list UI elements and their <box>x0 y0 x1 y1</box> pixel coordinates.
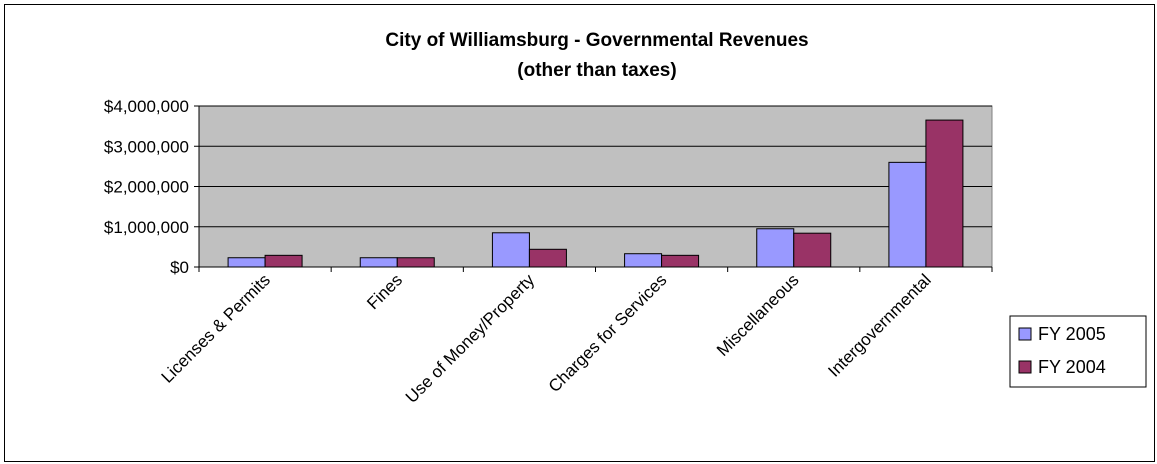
legend-box <box>1009 315 1147 388</box>
y-tick-label: $0 <box>170 258 189 277</box>
x-category-label: Licenses & Permits <box>158 270 274 386</box>
legend-label: FY 2005 <box>1038 324 1106 344</box>
chart-title-line-1: City of Williamsburg - Governmental Reve… <box>385 30 808 51</box>
y-tick-label: $2,000,000 <box>104 178 189 197</box>
legend: FY 2005 FY 2004 <box>1009 315 1147 388</box>
x-category-label: Miscellaneous <box>713 270 803 360</box>
bar-fy-2004 <box>925 119 964 268</box>
legend-label: FY 2004 <box>1038 357 1106 377</box>
bar-fy-2004 <box>661 254 700 268</box>
bar-fy-2005 <box>624 253 663 268</box>
bar-fy-2004 <box>396 257 435 268</box>
y-tick-label: $3,000,000 <box>104 137 189 156</box>
bar-fy-2005 <box>491 232 530 268</box>
axes <box>194 105 993 272</box>
y-tick-label: $4,000,000 <box>104 97 189 116</box>
bar-fy-2004 <box>264 254 303 268</box>
gridlines <box>199 105 992 228</box>
x-category-label: Intergovernmental <box>824 270 934 380</box>
bar-fy-2005 <box>359 257 398 268</box>
bar-fy-2005 <box>888 161 927 268</box>
bar-fy-2005 <box>227 257 266 268</box>
x-category-label: Charges for Services <box>545 270 671 396</box>
y-axis-tick-labels: $0 $1,000,000 $2,000,000 $3,000,000 $4,000,0… <box>104 97 189 277</box>
x-category-label: Use of Money/Property <box>402 270 539 407</box>
legend-swatch <box>1018 327 1032 341</box>
bar-fy-2004 <box>793 232 832 268</box>
bar-fy-2004 <box>528 248 567 268</box>
bar-fy-2005 <box>756 228 795 268</box>
legend-swatch <box>1018 360 1032 374</box>
y-tick-label: $1,000,000 <box>104 218 189 237</box>
chart-title-line-2: (other than taxes) <box>517 60 676 81</box>
bars <box>227 119 964 268</box>
x-category-label: Fines <box>363 270 406 313</box>
